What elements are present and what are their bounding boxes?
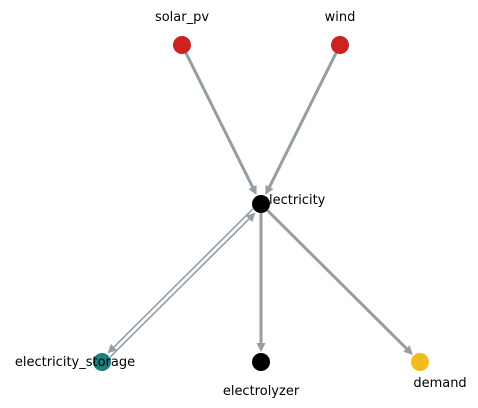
node-label-electrolyzer: electrolyzer bbox=[223, 384, 300, 399]
node-electricity[interactable] bbox=[252, 195, 270, 213]
node-electricity_storage[interactable] bbox=[93, 353, 111, 371]
edges-layer bbox=[107, 52, 413, 358]
node-label-electricity: electricity bbox=[261, 193, 326, 208]
edge-electricity_storage-to-electricity bbox=[109, 212, 256, 358]
nodes-layer bbox=[93, 36, 429, 371]
edge-wind-to-electricity bbox=[265, 52, 338, 196]
edge-electricity-to-demand bbox=[266, 209, 413, 355]
node-label-electricity_storage: electricity_storage bbox=[15, 355, 135, 370]
node-label-wind: wind bbox=[325, 10, 356, 25]
edge-electricity-to-electricity_storage bbox=[107, 208, 254, 354]
edge-solar_pv-to-electricity bbox=[184, 52, 257, 196]
node-label-demand: demand bbox=[413, 376, 466, 391]
node-label-solar_pv: solar_pv bbox=[155, 10, 209, 25]
node-electrolyzer[interactable] bbox=[252, 353, 270, 371]
edge-electricity-to-electrolyzer bbox=[256, 212, 266, 352]
labels-layer: solar_pv wind electricity electricity_stora… bbox=[15, 10, 467, 399]
node-wind[interactable] bbox=[331, 36, 349, 54]
node-solar_pv[interactable] bbox=[173, 36, 191, 54]
node-demand[interactable] bbox=[411, 353, 429, 371]
